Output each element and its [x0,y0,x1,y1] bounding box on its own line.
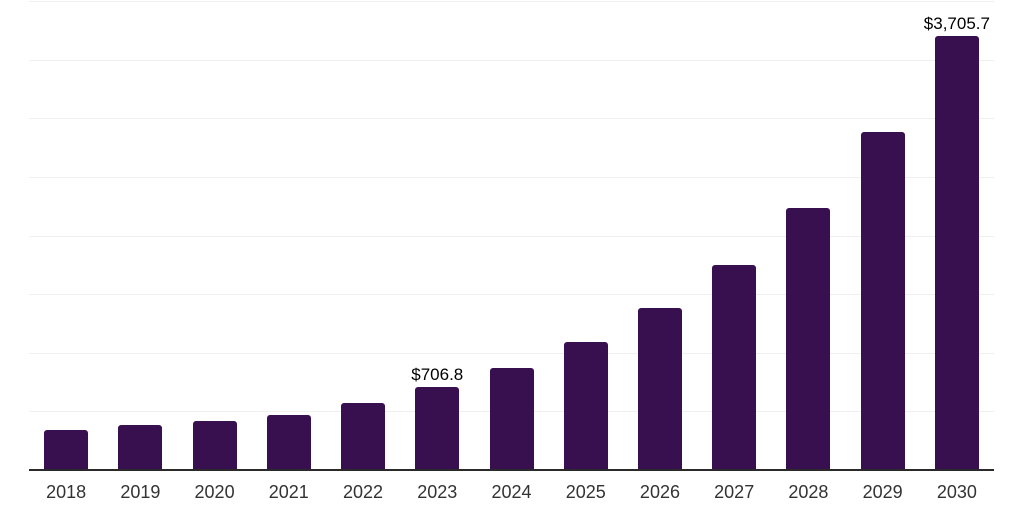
x-axis-label-2023: 2023 [417,482,458,502]
bar-2030 [934,35,979,470]
x-axis-label-2027: 2027 [714,482,755,502]
gridline-4000 [29,1,994,2]
bar-2019 [118,425,163,470]
bar-2027 [712,265,757,470]
x-axis-line [29,469,994,471]
bar-2020 [192,420,237,470]
x-axis-label-2020: 2020 [194,482,235,502]
bar-2022 [341,402,386,470]
value-label-2023: $706.8 [411,365,464,385]
gridline-2500 [29,176,994,178]
gridline-3500 [29,59,994,61]
x-axis-label-2028: 2028 [788,482,829,502]
x-axis-label-2018: 2018 [46,482,87,502]
bar-2024 [489,367,534,470]
x-axis-label-2025: 2025 [565,482,606,502]
x-axis-label-2029: 2029 [862,482,903,502]
x-axis-label-2026: 2026 [639,482,680,502]
bar-2021 [266,414,311,470]
x-axis-label-2022: 2022 [343,482,384,502]
value-label-2030: $3,705.7 [923,13,990,33]
x-axis-label-2030: 2030 [936,482,977,502]
bar-2028 [786,207,831,470]
gridline-1500 [29,294,994,296]
gridline-2000 [29,235,994,237]
bar-2018 [44,430,89,470]
bar-2023 [415,387,460,470]
bar-2029 [860,131,905,470]
gridline-1000 [29,352,994,354]
x-axis-label-2024: 2024 [491,482,532,502]
bar-2026 [637,308,682,470]
x-axis-label-2019: 2019 [120,482,161,502]
bar-2025 [563,341,608,470]
gridline-3000 [29,118,994,120]
x-axis-label-2021: 2021 [268,482,309,502]
